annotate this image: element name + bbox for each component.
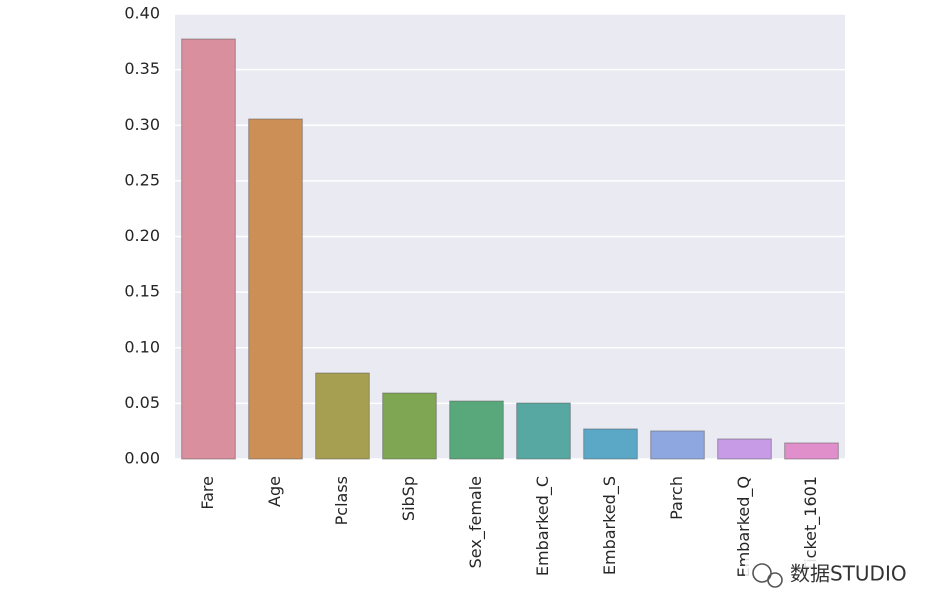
bar [315,372,370,460]
x-tick-label: Pclass [332,476,351,525]
bar [181,38,236,460]
y-tick-label: 0.40 [124,4,160,23]
y-tick-label: 0.20 [124,226,160,245]
y-tick-label: 0.00 [124,449,160,468]
bar [583,428,638,460]
x-tick-label: Embarked_C [533,476,553,576]
x-tick-label: Sex_female [466,476,486,568]
x-tick-label: Embarked_Q [734,476,754,578]
y-tick-label: 0.25 [124,170,160,189]
bar [784,442,839,460]
watermark: 数据STUDIO [745,558,930,592]
y-tick-label: 0.15 [124,282,160,301]
y-tick-label: 0.35 [124,59,160,78]
y-tick-label: 0.10 [124,337,160,356]
bar [382,392,437,460]
bar [248,118,303,460]
x-tick-label: Fare [198,476,217,510]
watermark-text: 数据STUDIO [790,562,907,586]
bar [717,438,772,460]
x-tick-label: Parch [667,476,686,520]
watermark-icon [767,572,783,588]
y-tick-label: 0.30 [124,115,160,134]
y-tick-label: 0.05 [124,393,160,412]
bar [516,402,571,460]
x-tick-label: Age [265,476,284,507]
watermark-icon [752,563,772,583]
bar [449,400,504,460]
bar [650,430,705,460]
x-tick-label: SibSp [399,476,418,521]
x-tick-label: Embarked_S [600,476,620,575]
x-tick-label: Ticket_1601 [801,476,821,573]
chart-layer: 0.00 0.05 0.10 0.15 0.20 0.25 0.30 0.35 0.40 Fare… [124,4,845,578]
